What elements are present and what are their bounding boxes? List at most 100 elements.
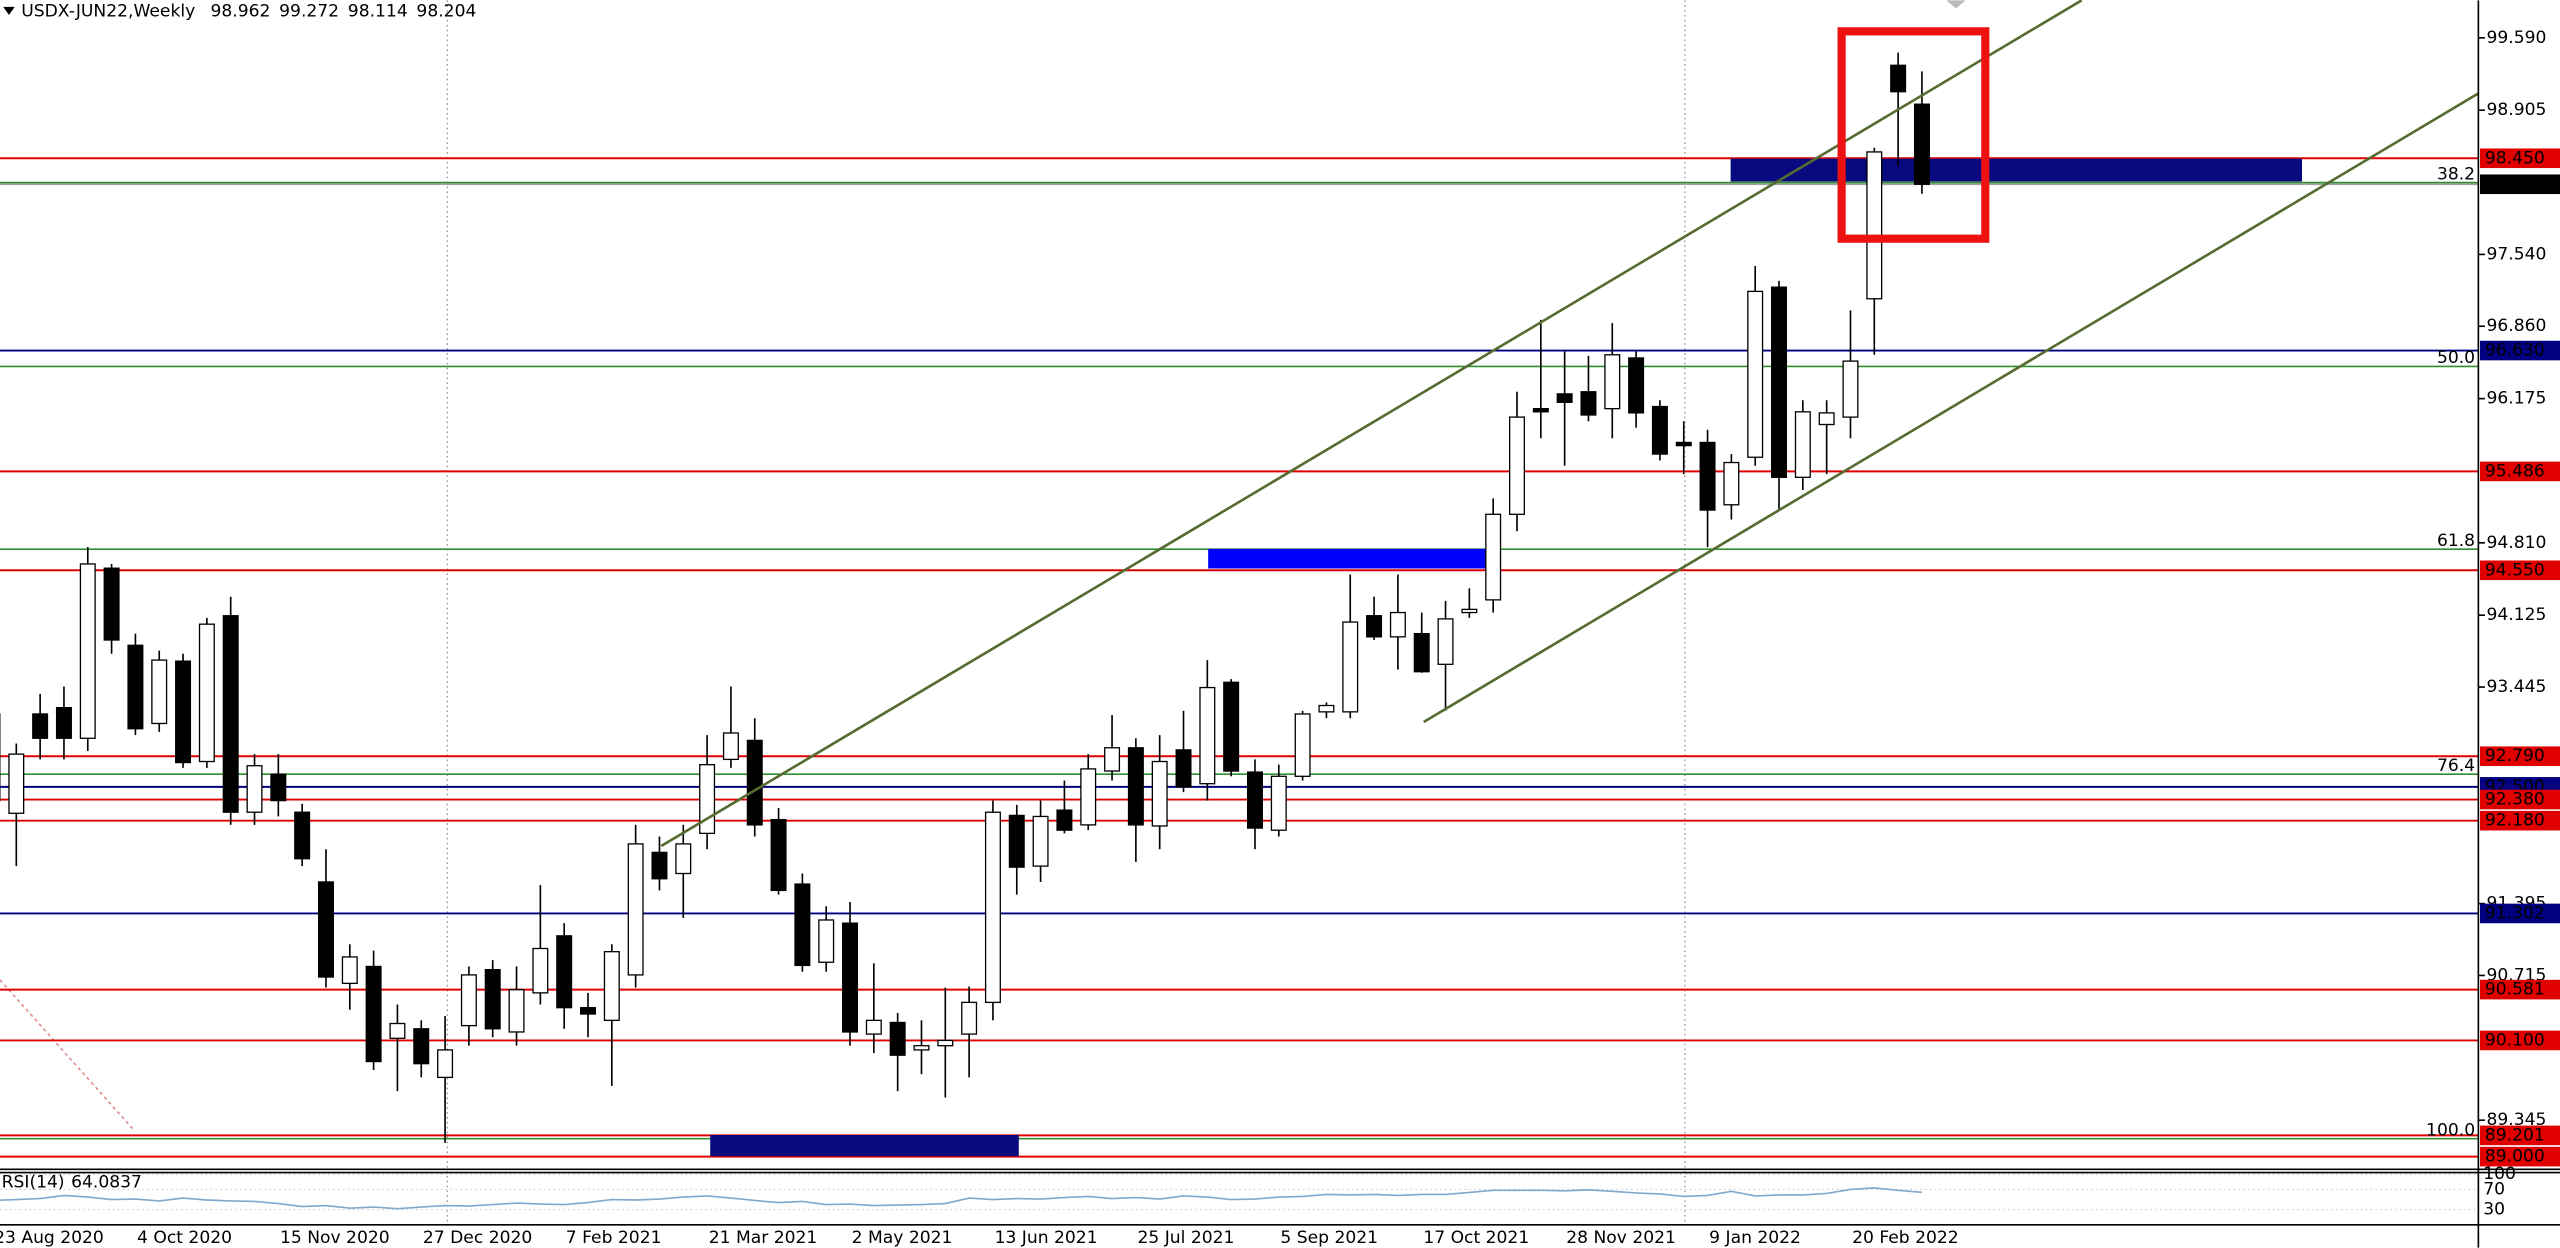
- x-tick-label: 13 Jun 2021: [995, 1228, 1098, 1248]
- x-tick-label: 27 Dec 2020: [423, 1228, 532, 1248]
- level-label-box: [2480, 746, 2560, 767]
- level-label-box: [2480, 560, 2560, 581]
- candles-layer: [0, 52, 1930, 1143]
- candle-body: [413, 1028, 430, 1065]
- candle-body: [1175, 749, 1192, 788]
- candle-body: [246, 765, 263, 813]
- x-tick-label: 4 Oct 2020: [137, 1228, 232, 1248]
- candle-body: [1747, 290, 1764, 458]
- price-axis: 89.34590.71591.39593.44594.12594.81096.1…: [2426, 28, 2560, 1167]
- candle-body: [1056, 809, 1073, 831]
- candle-body: [1580, 391, 1597, 416]
- highlight-box: [1837, 27, 1990, 243]
- candle-body: [1318, 704, 1335, 713]
- open-value: 98.962: [211, 2, 271, 22]
- rsi-label: RSI(14) 64.0837: [2, 1172, 142, 1192]
- candle-body: [1675, 441, 1692, 447]
- level-label-box: [2480, 148, 2560, 169]
- x-tick-label: 17 Oct 2021: [1423, 1228, 1529, 1248]
- level-label-box: [2480, 1030, 2560, 1051]
- candle-body: [127, 644, 144, 730]
- level-label: 90.100: [2485, 1030, 2545, 1050]
- candle-body: [651, 851, 668, 880]
- candle-body: [1461, 608, 1478, 614]
- candle-body: [1842, 360, 1859, 418]
- candle-body: [1771, 286, 1788, 478]
- candle-body: [270, 773, 287, 802]
- candle-body: [1413, 633, 1430, 673]
- candle-body: [151, 659, 168, 725]
- level-label-box: [2480, 810, 2560, 831]
- rsi-tick-label: 70: [2483, 1179, 2505, 1199]
- candle-body: [1437, 618, 1454, 665]
- time-axis: 23 Aug 2020 4 Oct 2020 15 Nov 2020 27 Dec 2…: [0, 1228, 1959, 1248]
- x-tick-label: 23 Aug 2020: [0, 1228, 104, 1248]
- candle-body: [1818, 412, 1835, 426]
- candle-body: [1723, 461, 1740, 506]
- zone-rectangle: [1730, 158, 2303, 182]
- current-price-box: [2480, 174, 2560, 195]
- y-tick-label: 97.540: [2487, 244, 2547, 264]
- candle-body: [32, 713, 49, 739]
- candle-body: [913, 1045, 930, 1051]
- level-label: 98.450: [2485, 148, 2545, 168]
- candle-body: [55, 706, 72, 739]
- candle-body: [1342, 621, 1359, 713]
- high-value: 99.272: [279, 2, 339, 22]
- candle-body: [222, 615, 239, 813]
- candle-body: [937, 1039, 954, 1047]
- candle-body: [437, 1049, 454, 1079]
- candle-body: [1508, 416, 1525, 515]
- candle-body: [365, 965, 382, 1063]
- candle-body: [1270, 775, 1287, 831]
- candle-body: [460, 974, 477, 1027]
- candle-body: [294, 811, 311, 860]
- chart-header: USDX-JUN22,Weekly 98.962 99.272 98.114 9…: [21, 2, 476, 22]
- y-tick-label: 93.445: [2487, 677, 2547, 697]
- candle-body: [175, 660, 192, 764]
- level-label-box: [2480, 461, 2560, 482]
- close-value: 98.204: [416, 2, 476, 22]
- candle-body: [794, 883, 811, 967]
- candle-body: [532, 947, 549, 994]
- candle-body: [484, 968, 501, 1030]
- level-label-box: [2480, 340, 2560, 361]
- x-tick-label: 28 Nov 2021: [1566, 1228, 1676, 1248]
- level-label: 92.380: [2485, 790, 2545, 810]
- candle-body: [1890, 64, 1907, 93]
- level-label: 89.201: [2485, 1125, 2545, 1145]
- candle-body: [627, 843, 644, 976]
- candle-body: [1556, 393, 1573, 403]
- candle-body: [770, 818, 787, 892]
- chart-title: USDX-JUN22,Weekly: [21, 2, 195, 22]
- candle-body: [1913, 103, 1930, 185]
- level-label: 90.581: [2485, 980, 2545, 1000]
- candle-body: [818, 919, 835, 963]
- candle-body: [317, 881, 334, 978]
- level-label: 91.302: [2485, 903, 2545, 923]
- current-price-label: 98.204: [2485, 174, 2545, 194]
- candle-body: [746, 739, 763, 826]
- fibo-label: 50.0: [2437, 348, 2475, 368]
- candle-body: [1628, 357, 1645, 414]
- candle-body: [1008, 814, 1025, 868]
- y-tick-label: 98.905: [2487, 100, 2547, 120]
- level-label: 95.486: [2485, 461, 2545, 481]
- candle-body: [556, 935, 573, 1009]
- candle-body: [1104, 747, 1121, 772]
- x-tick-label: 7 Feb 2021: [566, 1228, 662, 1248]
- rsi-line: [0, 1187, 1923, 1210]
- fibo-label: 76.4: [2437, 756, 2475, 776]
- candle-body: [579, 1007, 596, 1015]
- zone-rectangle: [1208, 548, 1486, 569]
- y-tick-label: 94.125: [2487, 605, 2547, 625]
- candle-body: [722, 732, 739, 761]
- candle-body: [1223, 681, 1240, 772]
- candle-body: [1651, 405, 1668, 455]
- candle-body: [508, 989, 525, 1033]
- rsi-value: 64.0837: [71, 1172, 142, 1192]
- candle-body: [1080, 768, 1097, 826]
